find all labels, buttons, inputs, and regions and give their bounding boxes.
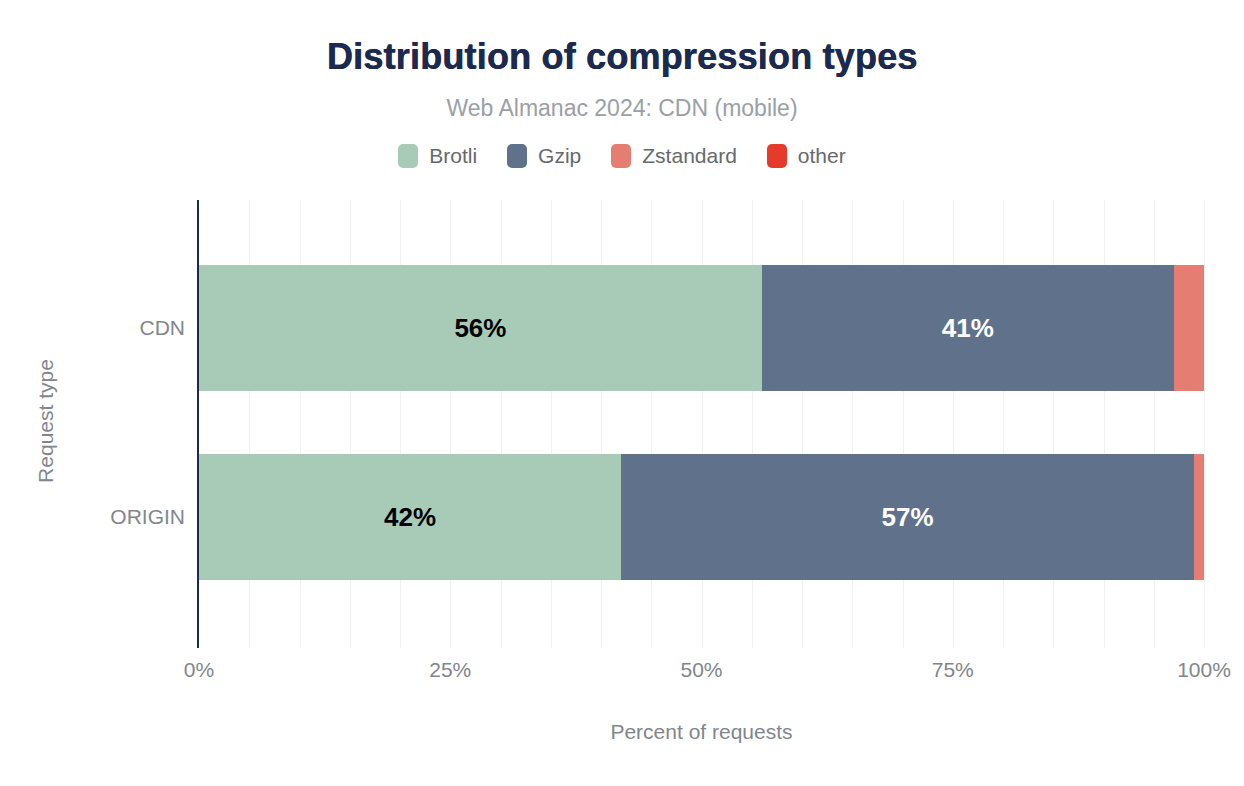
gridline-100 — [1204, 200, 1205, 648]
legend-swatch-other-icon — [767, 144, 787, 168]
legend-swatch-gzip-icon — [507, 144, 527, 168]
data-label-cdn-brotli: 56% — [454, 313, 506, 344]
legend: Brotli Gzip Zstandard other — [0, 144, 1244, 168]
legend-label-gzip: Gzip — [538, 144, 581, 168]
legend-item-gzip[interactable]: Gzip — [507, 144, 581, 168]
bar-cdn: 56% 41% — [199, 265, 1204, 391]
legend-label-zstandard: Zstandard — [642, 144, 737, 168]
legend-swatch-brotli-icon — [398, 144, 418, 168]
bar-origin: 42% 57% — [199, 454, 1204, 580]
y-category-label-origin: ORIGIN — [110, 505, 185, 529]
x-tick-50: 50% — [680, 658, 722, 682]
legend-item-brotli[interactable]: Brotli — [398, 144, 477, 168]
segment-cdn-zstandard[interactable] — [1174, 265, 1204, 391]
x-tick-100: 100% — [1177, 658, 1231, 682]
legend-item-other[interactable]: other — [767, 144, 846, 168]
legend-label-brotli: Brotli — [429, 144, 477, 168]
plot-area: 56%41%42%57% CDNORIGIN 0%25%50%75%100% — [199, 200, 1204, 648]
segment-cdn-gzip[interactable]: 41% — [762, 265, 1174, 391]
chart-subtitle: Web Almanac 2024: CDN (mobile) — [0, 95, 1244, 122]
segment-origin-brotli[interactable]: 42% — [199, 454, 621, 580]
x-tick-25: 25% — [429, 658, 471, 682]
segment-cdn-brotli[interactable]: 56% — [199, 265, 762, 391]
y-category-label-cdn: CDN — [140, 316, 186, 340]
x-axis-title: Percent of requests — [199, 720, 1204, 744]
segment-origin-gzip[interactable]: 57% — [621, 454, 1194, 580]
data-label-origin-brotli: 42% — [384, 502, 436, 533]
y-axis-title: Request type — [34, 359, 58, 483]
legend-swatch-zstandard-icon — [611, 144, 631, 168]
segment-origin-zstandard[interactable] — [1194, 454, 1204, 580]
x-tick-0: 0% — [184, 658, 214, 682]
data-label-cdn-gzip: 41% — [942, 313, 994, 344]
x-tick-75: 75% — [932, 658, 974, 682]
legend-item-zstandard[interactable]: Zstandard — [611, 144, 737, 168]
chart-container: Distribution of compression types Web Al… — [0, 0, 1244, 786]
data-label-origin-gzip: 57% — [881, 502, 933, 533]
chart-title: Distribution of compression types — [0, 36, 1244, 78]
legend-label-other: other — [798, 144, 846, 168]
